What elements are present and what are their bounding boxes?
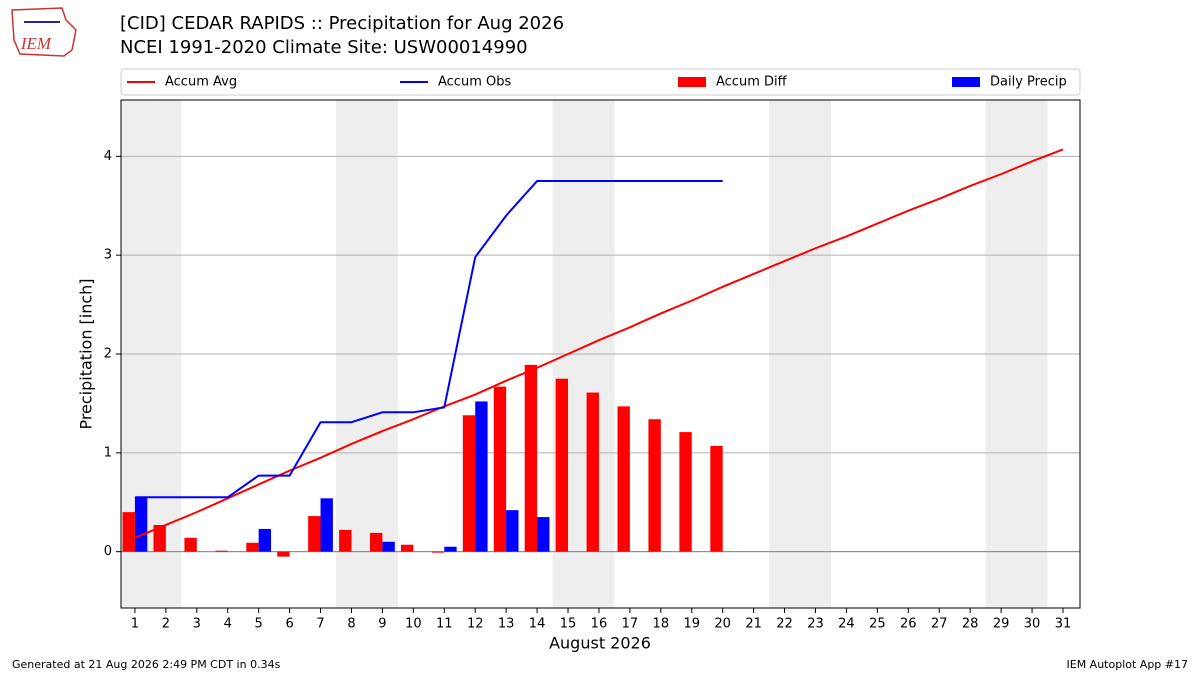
x-tick-label: 5 — [255, 617, 263, 632]
x-tick-label: 11 — [436, 617, 453, 632]
logo-outline — [11, 7, 77, 57]
x-tick-label: 23 — [807, 617, 824, 632]
legend-label: Accum Diff — [716, 75, 788, 90]
x-tick-label: 28 — [962, 617, 979, 632]
logo-text: IEM — [20, 34, 52, 53]
y-axis-label: Precipitation [inch] — [77, 278, 96, 429]
bar — [555, 378, 569, 552]
bar — [475, 401, 488, 552]
x-tick-label: 1 — [131, 617, 139, 632]
bar — [444, 546, 457, 552]
x-tick-label: 3 — [193, 617, 201, 632]
bar — [153, 524, 166, 552]
x-tick-label: 8 — [347, 617, 355, 632]
x-axis-label: August 2026 — [549, 634, 651, 653]
chart-title: [CID] CEDAR RAPIDS :: Precipitation for … — [120, 13, 564, 34]
legend-box — [120, 68, 1081, 96]
bar — [679, 432, 692, 552]
bar — [215, 550, 228, 552]
x-tick-label: 18 — [653, 617, 670, 632]
x-tick-label: 2 — [162, 617, 170, 632]
bar — [122, 512, 135, 552]
bar — [537, 517, 550, 552]
y-tick-label: 2 — [104, 347, 112, 362]
x-tick-label: 13 — [498, 617, 515, 632]
bar — [506, 510, 519, 552]
y-tick-label: 3 — [104, 248, 112, 263]
x-tick-label: 19 — [683, 617, 700, 632]
x-tick-label: 31 — [1055, 617, 1072, 632]
y-tick-label: 1 — [104, 445, 112, 460]
bar — [277, 551, 290, 557]
bar — [382, 541, 395, 552]
legend-label: Accum Avg — [165, 75, 237, 90]
x-tick-label: 21 — [745, 617, 762, 632]
bar — [710, 445, 723, 552]
legend-swatch — [952, 77, 980, 87]
line — [134, 148, 1064, 539]
x-tick-label: 17 — [622, 617, 639, 632]
x-tick-label: 14 — [529, 617, 546, 632]
legend-swatch — [678, 77, 706, 87]
x-tick-label: 29 — [993, 617, 1010, 632]
bar — [400, 544, 414, 552]
bar — [184, 537, 197, 552]
bar — [462, 415, 476, 552]
bar — [308, 516, 321, 552]
x-tick-label: 16 — [591, 617, 608, 632]
bar — [617, 406, 630, 552]
x-tick-label: 27 — [931, 617, 948, 632]
x-tick-label: 25 — [869, 617, 886, 632]
bar — [431, 551, 445, 553]
x-tick-label: 22 — [776, 617, 793, 632]
bar — [648, 419, 661, 552]
y-tick-label: 4 — [104, 149, 112, 164]
legend-label: Daily Precip — [990, 75, 1067, 90]
bar — [586, 392, 599, 552]
chart-subtitle: NCEI 1991-2020 Climate Site: USW00014990 — [120, 37, 528, 58]
logo: IEM — [11, 7, 77, 57]
x-tick-label: 10 — [405, 617, 422, 632]
line — [134, 180, 723, 499]
x-tick-label: 6 — [285, 617, 293, 632]
bar — [493, 386, 507, 552]
y-tick-label: 0 — [104, 544, 112, 559]
bar — [339, 529, 352, 552]
x-tick-label: 26 — [900, 617, 917, 632]
bar — [524, 364, 538, 552]
x-tick-label: 9 — [378, 617, 386, 632]
bar — [320, 498, 333, 552]
x-tick-label: 7 — [316, 617, 324, 632]
bar — [134, 497, 148, 552]
plot-frame — [120, 99, 1081, 609]
bar — [258, 528, 272, 552]
x-tick-label: 4 — [224, 617, 232, 632]
legend-label: Accum Obs — [438, 75, 511, 90]
x-tick-label: 20 — [714, 617, 731, 632]
x-tick-label: 24 — [838, 617, 855, 632]
x-tick-label: 12 — [467, 617, 484, 632]
footer-left: Generated at 21 Aug 2026 2:49 PM CDT in … — [12, 658, 281, 671]
bar — [246, 542, 259, 552]
x-tick-label: 15 — [560, 617, 577, 632]
bar — [370, 532, 383, 552]
footer-right: IEM Autoplot App #17 — [1067, 658, 1189, 671]
x-tick-label: 30 — [1024, 617, 1041, 632]
